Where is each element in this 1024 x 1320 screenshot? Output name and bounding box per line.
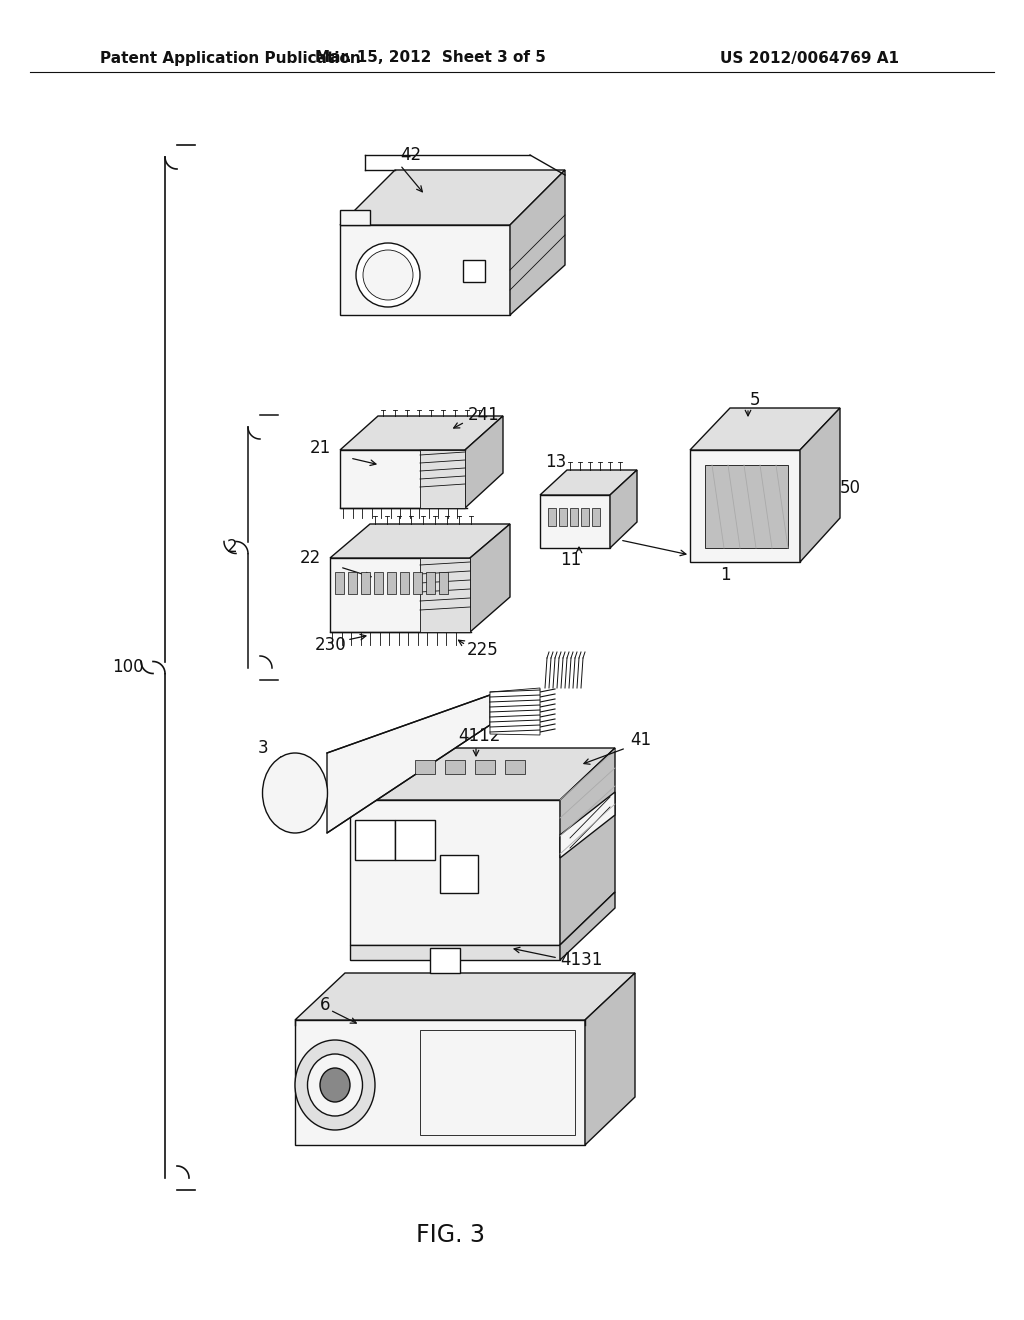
Polygon shape [340, 224, 510, 315]
Text: 100: 100 [113, 659, 143, 676]
Text: Patent Application Publication: Patent Application Publication [100, 50, 360, 66]
Polygon shape [585, 973, 635, 1144]
Polygon shape [340, 170, 565, 224]
Bar [430, 948, 460, 973]
Text: 41: 41 [630, 731, 651, 748]
Polygon shape [800, 408, 840, 562]
Polygon shape [327, 696, 490, 833]
Polygon shape [690, 450, 800, 562]
Circle shape [362, 249, 413, 300]
Bar [361, 572, 370, 594]
Text: Mar. 15, 2012  Sheet 3 of 5: Mar. 15, 2012 Sheet 3 of 5 [314, 50, 546, 66]
Bar [570, 508, 578, 525]
Bar [420, 450, 465, 508]
Polygon shape [560, 748, 615, 945]
Bar [439, 572, 449, 594]
Text: 2: 2 [226, 539, 238, 557]
Bar [592, 508, 600, 525]
Text: 50: 50 [840, 479, 861, 498]
Ellipse shape [319, 1068, 350, 1102]
Bar [420, 558, 470, 632]
Polygon shape [705, 465, 788, 548]
Text: 21: 21 [310, 440, 331, 457]
Bar [505, 760, 525, 774]
Bar [387, 572, 396, 594]
Polygon shape [540, 470, 637, 495]
Polygon shape [350, 800, 560, 945]
Bar [559, 508, 567, 525]
Text: 4112: 4112 [458, 727, 501, 744]
Bar [355, 820, 395, 861]
Bar [374, 572, 383, 594]
Bar [400, 572, 409, 594]
Circle shape [356, 243, 420, 308]
Text: 3: 3 [258, 739, 268, 756]
Text: 5: 5 [750, 391, 761, 409]
Polygon shape [490, 688, 540, 735]
Text: 230: 230 [315, 636, 347, 653]
Bar [463, 260, 485, 282]
Bar [335, 572, 344, 594]
Polygon shape [295, 1020, 585, 1144]
Bar [415, 760, 435, 774]
Text: 241: 241 [468, 407, 500, 424]
Bar [395, 820, 435, 861]
Text: 11: 11 [560, 550, 582, 569]
Text: FIG. 3: FIG. 3 [416, 1224, 484, 1247]
Bar [581, 508, 589, 525]
Polygon shape [510, 170, 565, 315]
Text: 42: 42 [400, 147, 421, 164]
Text: 4131: 4131 [560, 950, 602, 969]
Polygon shape [340, 210, 370, 224]
Ellipse shape [295, 1040, 375, 1130]
Ellipse shape [307, 1053, 362, 1115]
Text: 13: 13 [545, 453, 566, 471]
Polygon shape [295, 973, 635, 1020]
Bar [420, 1030, 575, 1135]
Polygon shape [540, 495, 610, 548]
Polygon shape [610, 470, 637, 548]
Text: 1: 1 [720, 566, 731, 583]
Polygon shape [330, 558, 470, 632]
Polygon shape [560, 792, 615, 858]
Polygon shape [340, 450, 465, 508]
Text: 6: 6 [319, 997, 331, 1014]
Bar [445, 760, 465, 774]
Polygon shape [330, 524, 510, 558]
Bar [475, 760, 495, 774]
Text: 225: 225 [467, 642, 499, 659]
Bar [348, 572, 357, 594]
Polygon shape [350, 748, 615, 800]
Bar [413, 572, 422, 594]
Bar [440, 855, 478, 894]
Bar [548, 508, 556, 525]
Polygon shape [340, 416, 503, 450]
Bar [426, 572, 435, 594]
Polygon shape [470, 524, 510, 632]
Ellipse shape [262, 752, 328, 833]
Polygon shape [350, 945, 560, 960]
Text: 22: 22 [300, 549, 322, 568]
Text: US 2012/0064769 A1: US 2012/0064769 A1 [720, 50, 899, 66]
Polygon shape [690, 408, 840, 450]
Polygon shape [465, 416, 503, 508]
Polygon shape [560, 892, 615, 960]
